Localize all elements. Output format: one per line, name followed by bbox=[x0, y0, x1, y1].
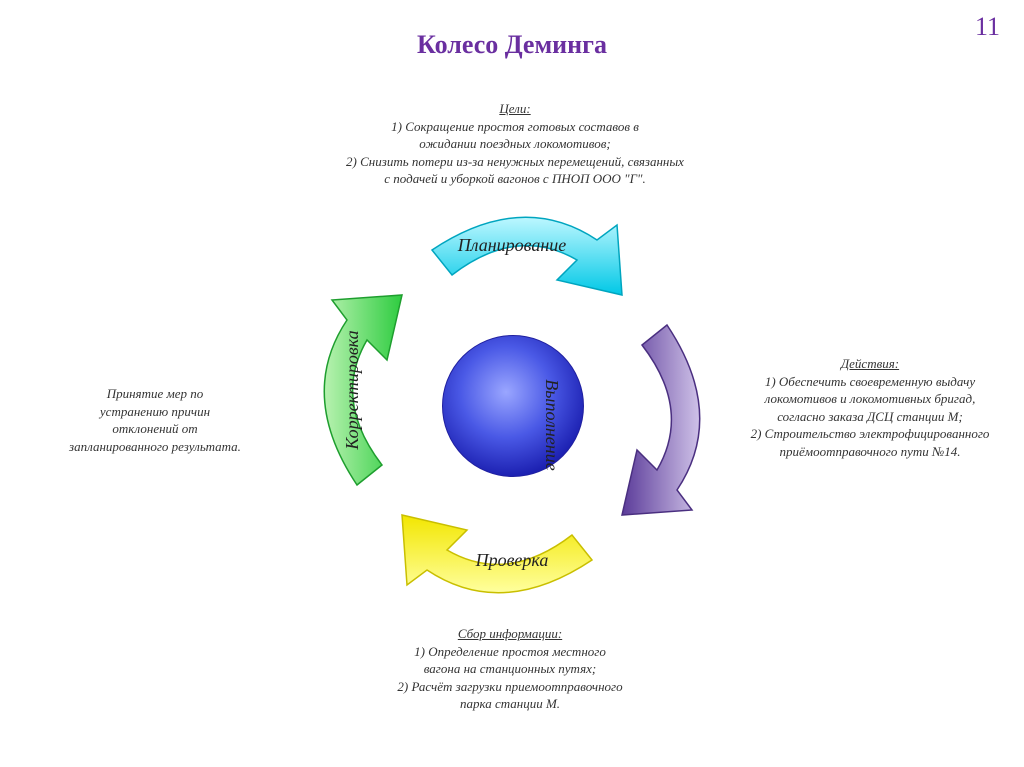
caption-right-line3: согласно заказа ДСЦ станции М; bbox=[777, 409, 963, 424]
caption-left-line3: отклонений от bbox=[112, 421, 197, 436]
caption-bottom: Сбор информации: 1) Определение простоя … bbox=[360, 625, 660, 713]
caption-top-line2: ожидании поездных локомотивов; bbox=[419, 136, 610, 151]
caption-bottom-line4: парка станции М. bbox=[460, 696, 560, 711]
page-title: Колесо Деминга bbox=[0, 30, 1024, 60]
caption-top: Цели: 1) Сокращение простоя готовых сост… bbox=[300, 100, 730, 188]
caption-left-line1: Принятие мер по bbox=[107, 386, 204, 401]
center-circle bbox=[442, 335, 584, 477]
arrow-act-label: Корректировка bbox=[342, 300, 363, 480]
caption-right-line5: приёмоотправочного пути №14. bbox=[780, 444, 961, 459]
caption-left-line4: запланированного результата. bbox=[69, 439, 241, 454]
caption-top-line4: с подачей и уборкой вагонов с ПНОП ООО "… bbox=[384, 171, 645, 186]
deming-wheel: Планирование Выполнение Проверка Коррект… bbox=[312, 205, 712, 605]
caption-bottom-header: Сбор информации: bbox=[458, 626, 562, 641]
arrow-do-shape bbox=[622, 325, 700, 515]
caption-top-header: Цели: bbox=[499, 101, 530, 116]
caption-left: Принятие мер по устранению причин отклон… bbox=[40, 385, 270, 455]
caption-left-line2: устранению причин bbox=[100, 404, 210, 419]
arrow-check-label: Проверка bbox=[422, 550, 602, 571]
caption-right-line2: локомотивов и локомотивных бригад, bbox=[765, 391, 976, 406]
arrow-plan-label: Планирование bbox=[422, 235, 602, 256]
caption-bottom-line2: вагона на станционных путях; bbox=[424, 661, 596, 676]
caption-bottom-line3: 2) Расчёт загрузки приемоотправочного bbox=[397, 679, 622, 694]
arrow-plan-shape bbox=[432, 217, 622, 295]
caption-top-line3: 2) Снизить потери из-за ненужных перемещ… bbox=[346, 154, 684, 169]
caption-right-line4: 2) Строительство электрофицированного bbox=[751, 426, 990, 441]
caption-top-line1: 1) Сокращение простоя готовых составов в bbox=[391, 119, 639, 134]
caption-right-header: Действия: bbox=[841, 356, 899, 371]
caption-bottom-line1: 1) Определение простоя местного bbox=[414, 644, 606, 659]
caption-right-line1: 1) Обеспечить своевременную выдачу bbox=[765, 374, 975, 389]
caption-right: Действия: 1) Обеспечить своевременную вы… bbox=[720, 355, 1020, 460]
arrow-act-shape bbox=[324, 295, 402, 485]
arrow-do-label: Выполнение bbox=[541, 335, 562, 515]
